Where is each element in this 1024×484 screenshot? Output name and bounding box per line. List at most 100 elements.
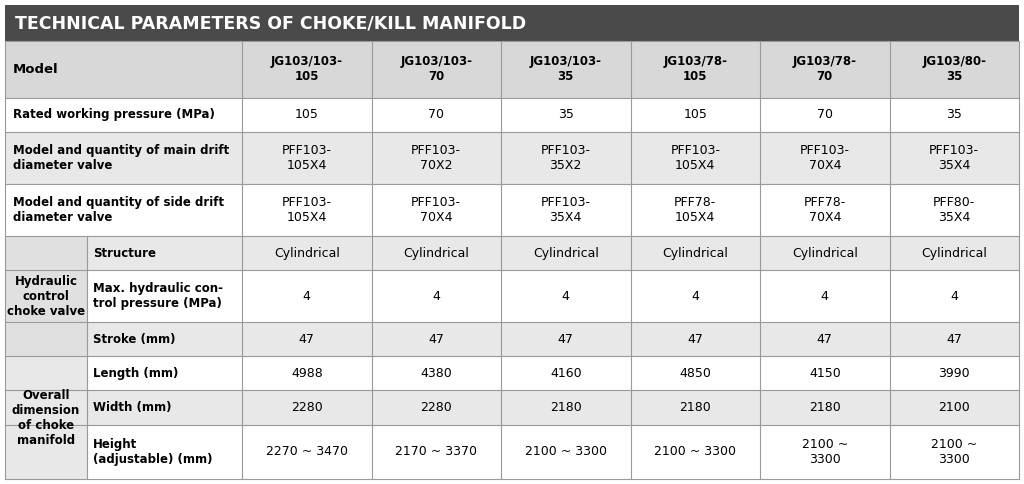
Text: 4380: 4380 xyxy=(421,367,453,380)
FancyBboxPatch shape xyxy=(631,132,760,184)
Text: Cylindrical: Cylindrical xyxy=(273,247,340,260)
Text: 2100 ~ 3300: 2100 ~ 3300 xyxy=(524,445,607,458)
FancyBboxPatch shape xyxy=(242,98,372,132)
Text: 2280: 2280 xyxy=(291,401,323,414)
Text: 4160: 4160 xyxy=(550,367,582,380)
Text: 2170 ~ 3370: 2170 ~ 3370 xyxy=(395,445,477,458)
Text: 4988: 4988 xyxy=(291,367,323,380)
FancyBboxPatch shape xyxy=(890,236,1019,270)
Text: 4150: 4150 xyxy=(809,367,841,380)
FancyBboxPatch shape xyxy=(631,322,760,356)
Text: PFF103-
35X4: PFF103- 35X4 xyxy=(541,196,591,224)
Text: PFF103-
70X4: PFF103- 70X4 xyxy=(800,144,850,172)
FancyBboxPatch shape xyxy=(631,356,760,391)
Text: 2100 ~
3300: 2100 ~ 3300 xyxy=(931,438,977,466)
FancyBboxPatch shape xyxy=(890,41,1019,98)
Text: 2180: 2180 xyxy=(550,401,582,414)
FancyBboxPatch shape xyxy=(631,98,760,132)
FancyBboxPatch shape xyxy=(372,391,501,424)
FancyBboxPatch shape xyxy=(87,270,242,322)
FancyBboxPatch shape xyxy=(5,184,242,236)
Text: PFF78-
70X4: PFF78- 70X4 xyxy=(804,196,846,224)
Text: Cylindrical: Cylindrical xyxy=(403,247,469,260)
FancyBboxPatch shape xyxy=(631,270,760,322)
Text: 35: 35 xyxy=(946,108,963,121)
Text: 35: 35 xyxy=(558,108,573,121)
Text: 4: 4 xyxy=(303,290,310,303)
Text: Width (mm): Width (mm) xyxy=(93,401,171,414)
FancyBboxPatch shape xyxy=(372,41,501,98)
FancyBboxPatch shape xyxy=(5,132,242,184)
Text: PFF103-
105X4: PFF103- 105X4 xyxy=(671,144,720,172)
FancyBboxPatch shape xyxy=(5,5,1019,41)
FancyBboxPatch shape xyxy=(242,322,372,356)
Text: PFF103-
35X2: PFF103- 35X2 xyxy=(541,144,591,172)
Text: JG103/78-
70: JG103/78- 70 xyxy=(793,55,857,83)
Text: 2100 ~
3300: 2100 ~ 3300 xyxy=(802,438,848,466)
Text: PFF103-
70X2: PFF103- 70X2 xyxy=(412,144,461,172)
FancyBboxPatch shape xyxy=(372,132,501,184)
FancyBboxPatch shape xyxy=(890,356,1019,391)
FancyBboxPatch shape xyxy=(242,236,372,270)
Text: Cylindrical: Cylindrical xyxy=(663,247,728,260)
FancyBboxPatch shape xyxy=(242,184,372,236)
FancyBboxPatch shape xyxy=(760,236,890,270)
Text: 47: 47 xyxy=(558,333,573,346)
Text: PFF103-
105X4: PFF103- 105X4 xyxy=(282,196,332,224)
FancyBboxPatch shape xyxy=(631,41,760,98)
Text: Length (mm): Length (mm) xyxy=(93,367,178,380)
Text: JG103/103-
35: JG103/103- 35 xyxy=(529,55,602,83)
FancyBboxPatch shape xyxy=(87,391,242,424)
Text: 70: 70 xyxy=(428,108,444,121)
Text: JG103/103-
105: JG103/103- 105 xyxy=(270,55,343,83)
FancyBboxPatch shape xyxy=(890,98,1019,132)
FancyBboxPatch shape xyxy=(372,236,501,270)
Text: Hydraulic
control
choke valve: Hydraulic control choke valve xyxy=(7,275,85,318)
Text: Structure: Structure xyxy=(93,247,156,260)
Text: 47: 47 xyxy=(687,333,703,346)
Text: 70: 70 xyxy=(817,108,833,121)
FancyBboxPatch shape xyxy=(760,270,890,322)
FancyBboxPatch shape xyxy=(890,270,1019,322)
FancyBboxPatch shape xyxy=(501,391,631,424)
FancyBboxPatch shape xyxy=(760,322,890,356)
Text: PFF80-
35X4: PFF80- 35X4 xyxy=(933,196,976,224)
FancyBboxPatch shape xyxy=(760,391,890,424)
Text: 105: 105 xyxy=(683,108,708,121)
Text: Model and quantity of side drift
diameter valve: Model and quantity of side drift diamete… xyxy=(13,196,224,224)
FancyBboxPatch shape xyxy=(372,322,501,356)
Text: JG103/103-
70: JG103/103- 70 xyxy=(400,55,472,83)
FancyBboxPatch shape xyxy=(760,132,890,184)
FancyBboxPatch shape xyxy=(242,132,372,184)
FancyBboxPatch shape xyxy=(87,356,242,391)
FancyBboxPatch shape xyxy=(372,98,501,132)
Text: 2180: 2180 xyxy=(809,401,841,414)
FancyBboxPatch shape xyxy=(890,322,1019,356)
FancyBboxPatch shape xyxy=(501,132,631,184)
FancyBboxPatch shape xyxy=(5,98,242,132)
FancyBboxPatch shape xyxy=(501,236,631,270)
FancyBboxPatch shape xyxy=(87,236,242,270)
Text: 3990: 3990 xyxy=(938,367,970,380)
FancyBboxPatch shape xyxy=(5,356,87,479)
FancyBboxPatch shape xyxy=(372,424,501,479)
FancyBboxPatch shape xyxy=(372,356,501,391)
FancyBboxPatch shape xyxy=(501,184,631,236)
FancyBboxPatch shape xyxy=(501,424,631,479)
FancyBboxPatch shape xyxy=(890,184,1019,236)
FancyBboxPatch shape xyxy=(5,41,242,98)
FancyBboxPatch shape xyxy=(890,424,1019,479)
Text: 4850: 4850 xyxy=(679,367,712,380)
FancyBboxPatch shape xyxy=(631,391,760,424)
FancyBboxPatch shape xyxy=(501,41,631,98)
Text: Cylindrical: Cylindrical xyxy=(922,247,987,260)
Text: JG103/78-
105: JG103/78- 105 xyxy=(664,55,727,83)
FancyBboxPatch shape xyxy=(242,391,372,424)
Text: 2270 ~ 3470: 2270 ~ 3470 xyxy=(266,445,348,458)
Text: Model: Model xyxy=(13,63,58,76)
FancyBboxPatch shape xyxy=(87,322,242,356)
Text: Stroke (mm): Stroke (mm) xyxy=(93,333,175,346)
Text: JG103/80-
35: JG103/80- 35 xyxy=(923,55,986,83)
Text: 2100 ~ 3300: 2100 ~ 3300 xyxy=(654,445,736,458)
Text: 47: 47 xyxy=(299,333,314,346)
